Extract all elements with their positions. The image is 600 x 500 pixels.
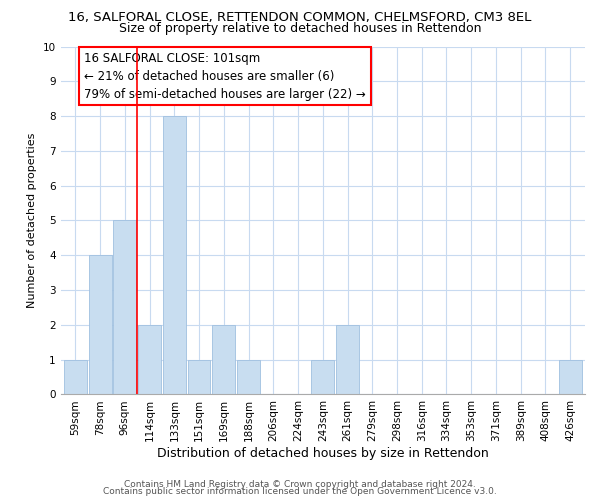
Bar: [188, 360, 211, 394]
Text: Contains HM Land Registry data © Crown copyright and database right 2024.: Contains HM Land Registry data © Crown c…: [124, 480, 476, 489]
Bar: [163, 116, 186, 394]
Bar: [311, 360, 334, 394]
Bar: [138, 325, 161, 394]
Bar: [64, 360, 87, 394]
Bar: [89, 256, 112, 394]
X-axis label: Distribution of detached houses by size in Rettendon: Distribution of detached houses by size …: [157, 447, 488, 460]
Bar: [559, 360, 581, 394]
Bar: [212, 325, 235, 394]
Text: 16 SALFORAL CLOSE: 101sqm
← 21% of detached houses are smaller (6)
79% of semi-d: 16 SALFORAL CLOSE: 101sqm ← 21% of detac…: [84, 52, 366, 100]
Text: Contains public sector information licensed under the Open Government Licence v3: Contains public sector information licen…: [103, 487, 497, 496]
Bar: [336, 325, 359, 394]
Text: Size of property relative to detached houses in Rettendon: Size of property relative to detached ho…: [119, 22, 481, 35]
Text: 16, SALFORAL CLOSE, RETTENDON COMMON, CHELMSFORD, CM3 8EL: 16, SALFORAL CLOSE, RETTENDON COMMON, CH…: [68, 11, 532, 24]
Bar: [113, 220, 136, 394]
Bar: [237, 360, 260, 394]
Y-axis label: Number of detached properties: Number of detached properties: [27, 133, 37, 308]
